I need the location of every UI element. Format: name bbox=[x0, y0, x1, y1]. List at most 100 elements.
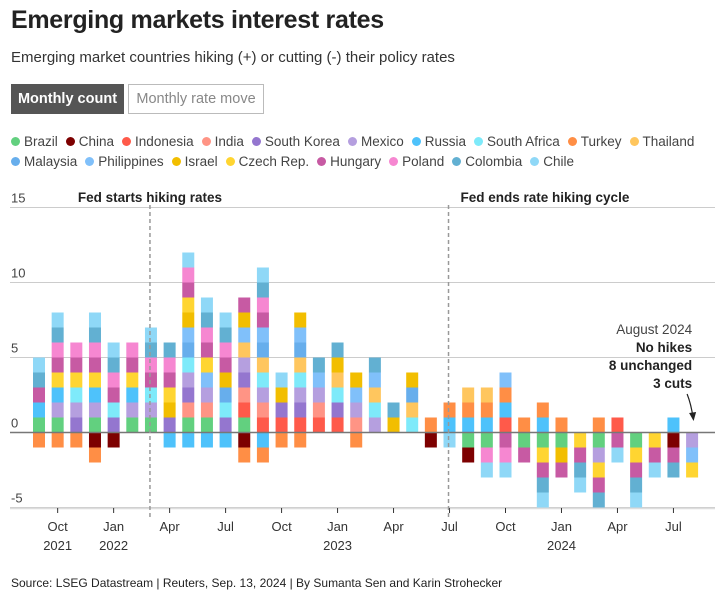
bar-segment-hike bbox=[256, 417, 269, 433]
bar-segment-hike bbox=[294, 417, 307, 433]
bar-segment-hike bbox=[312, 402, 325, 418]
bar-segment-hike bbox=[480, 402, 493, 418]
x-tick-label: Jan bbox=[327, 519, 348, 534]
bar-segment-cut bbox=[574, 447, 587, 463]
legend-label: South Korea bbox=[264, 133, 340, 149]
bar-segment-cut bbox=[630, 432, 643, 448]
bar-segment-hike bbox=[51, 372, 64, 388]
bar-segment-hike bbox=[480, 387, 493, 403]
legend-label: Turkey bbox=[580, 133, 622, 149]
x-tick-label: Oct bbox=[495, 519, 516, 534]
bar-segment-cut bbox=[574, 432, 587, 448]
bar-segment-cut bbox=[200, 432, 213, 448]
bar-segment-hike bbox=[126, 387, 139, 403]
bar-segment-hike bbox=[144, 327, 157, 343]
monthly-count-button[interactable]: Monthly count bbox=[11, 84, 124, 114]
bar-segment-cut bbox=[536, 477, 549, 493]
bar-segment-hike bbox=[294, 402, 307, 418]
x-tick-label: Jul bbox=[665, 519, 682, 534]
bar-segment-hike bbox=[256, 312, 269, 328]
bar-segment-cut bbox=[555, 447, 568, 463]
bar-segment-hike bbox=[294, 312, 307, 328]
bar-segment-hike bbox=[126, 372, 139, 388]
bar-segment-hike bbox=[33, 387, 45, 403]
bar-segment-hike bbox=[70, 387, 83, 403]
bar-segment-cut bbox=[592, 477, 605, 493]
bar-segment-hike bbox=[275, 372, 288, 388]
legend-label: South Africa bbox=[486, 133, 560, 149]
legend-label: Colombia bbox=[465, 153, 523, 169]
bar-segment-hike bbox=[51, 402, 64, 418]
bar-segment-cut bbox=[667, 447, 680, 463]
bar-segment-hike bbox=[331, 357, 344, 373]
bar-segment-cut bbox=[630, 447, 643, 463]
bar-segment-cut bbox=[611, 432, 624, 448]
bar-segment-hike bbox=[219, 417, 232, 433]
x-tick-label: Apr bbox=[607, 519, 628, 534]
bar-segment-hike bbox=[312, 372, 325, 388]
bar-segment-cut bbox=[163, 432, 176, 448]
bar-segment-hike bbox=[200, 402, 213, 418]
legend-label: Philippines bbox=[98, 153, 164, 169]
bar-segment-hike bbox=[163, 372, 176, 388]
legend-item: Poland bbox=[389, 151, 444, 171]
bar-segment-hike bbox=[331, 387, 344, 403]
bar-segment-hike bbox=[163, 402, 176, 418]
monthly-rate-move-button[interactable]: Monthly rate move bbox=[128, 84, 264, 114]
x-tick-label: Oct bbox=[271, 519, 292, 534]
legend-dot-icon bbox=[452, 156, 462, 166]
bar-segment-hike bbox=[107, 387, 120, 403]
bar-segment-hike bbox=[33, 402, 45, 418]
bar-segment-hike bbox=[51, 417, 64, 433]
bar-segment-hike bbox=[33, 417, 45, 433]
legend-dot-icon bbox=[567, 136, 577, 146]
bar-segment-hike bbox=[275, 417, 288, 433]
legend-item: Philippines bbox=[85, 151, 164, 171]
bar-segment-cut bbox=[648, 447, 661, 463]
bar-segment-hike bbox=[480, 417, 493, 433]
bar-segment-hike bbox=[88, 327, 101, 343]
bar-segment-hike bbox=[182, 342, 195, 358]
bar-segment-hike bbox=[88, 357, 101, 373]
legend-dot-icon bbox=[122, 136, 132, 146]
bar-segment-cut bbox=[88, 432, 101, 448]
bar-segment-cut bbox=[686, 462, 699, 478]
legend-item: Czech Rep. bbox=[225, 151, 310, 171]
bar-segment-hike bbox=[70, 402, 83, 418]
x-tick-label: Oct bbox=[48, 519, 69, 534]
bar-segment-cut bbox=[275, 432, 288, 448]
bar-segment-hike bbox=[70, 372, 83, 388]
bar-segment-hike bbox=[275, 402, 288, 418]
legend-label: Czech Rep. bbox=[238, 153, 310, 169]
bar-segment-hike bbox=[443, 417, 456, 433]
bar-segment-hike bbox=[182, 282, 195, 298]
legend-dot-icon bbox=[389, 156, 399, 166]
bar-segment-hike bbox=[144, 402, 157, 418]
annotation-text: No hikes bbox=[636, 340, 692, 355]
bar-segment-cut bbox=[480, 462, 493, 478]
bar-segment-hike bbox=[144, 342, 157, 358]
legend-dot-icon bbox=[85, 156, 95, 166]
x-tick-label: Jul bbox=[217, 519, 234, 534]
bar-segment-cut bbox=[462, 432, 475, 448]
legend-item: Israel bbox=[171, 151, 218, 171]
legend-dot-icon bbox=[171, 156, 181, 166]
bar-segment-hike bbox=[667, 417, 680, 433]
bar-segment-hike bbox=[182, 312, 195, 328]
bar-segment-hike bbox=[238, 327, 251, 343]
bar-segment-hike bbox=[499, 372, 512, 388]
bar-segment-hike bbox=[88, 417, 101, 433]
bar-segment-hike bbox=[144, 372, 157, 388]
bar-segment-cut bbox=[443, 432, 456, 448]
bar-segment-hike bbox=[499, 387, 512, 403]
legend-dot-icon bbox=[225, 156, 235, 166]
legend-label: Russia bbox=[424, 133, 466, 149]
bar-segment-cut bbox=[350, 432, 363, 448]
bar-segment-cut bbox=[238, 447, 251, 463]
legend-dot-icon bbox=[473, 136, 483, 146]
bar-segment-hike bbox=[200, 357, 213, 373]
bar-segment-hike bbox=[294, 372, 307, 388]
bar-segment-hike bbox=[406, 372, 419, 388]
bar-segment-hike bbox=[331, 417, 344, 433]
bar-segment-hike bbox=[424, 417, 437, 433]
